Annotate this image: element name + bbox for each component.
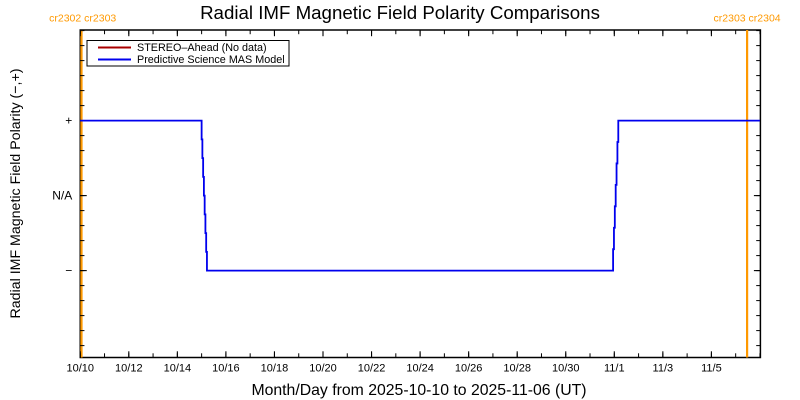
svg-text:11/3: 11/3 — [653, 363, 674, 375]
svg-text:10/10: 10/10 — [66, 363, 94, 375]
svg-text:10/26: 10/26 — [455, 363, 483, 375]
svg-text:Radial IMF Magnetic Field Pola: Radial IMF Magnetic Field Polarity Compa… — [200, 2, 600, 23]
svg-text:cr2302 cr2303: cr2302 cr2303 — [49, 13, 116, 25]
svg-text:10/30: 10/30 — [552, 363, 580, 375]
svg-text:10/20: 10/20 — [309, 363, 337, 375]
svg-text:+: + — [65, 114, 72, 128]
svg-text:10/28: 10/28 — [503, 363, 531, 375]
svg-text:Radial IMF Magnetic Field Pola: Radial IMF Magnetic Field Polarity (−,+) — [8, 69, 24, 319]
svg-text:10/14: 10/14 — [164, 363, 192, 375]
svg-text:Predictive Science MAS Model: Predictive Science MAS Model — [137, 54, 285, 66]
svg-text:11/5: 11/5 — [701, 363, 722, 375]
svg-text:cr2303 cr2304: cr2303 cr2304 — [714, 13, 781, 25]
svg-text:11/1: 11/1 — [604, 363, 625, 375]
svg-text:Month/Day from 2025-10-10 to 2: Month/Day from 2025-10-10 to 2025-11-06 … — [251, 382, 586, 399]
svg-text:10/18: 10/18 — [261, 363, 289, 375]
svg-text:STEREO–Ahead (No data): STEREO–Ahead (No data) — [137, 42, 267, 54]
svg-text:10/24: 10/24 — [406, 363, 434, 375]
svg-text:10/16: 10/16 — [212, 363, 240, 375]
svg-text:−: − — [65, 264, 72, 278]
svg-text:10/12: 10/12 — [115, 363, 143, 375]
svg-text:10/22: 10/22 — [358, 363, 386, 375]
svg-text:N/A: N/A — [52, 189, 72, 203]
